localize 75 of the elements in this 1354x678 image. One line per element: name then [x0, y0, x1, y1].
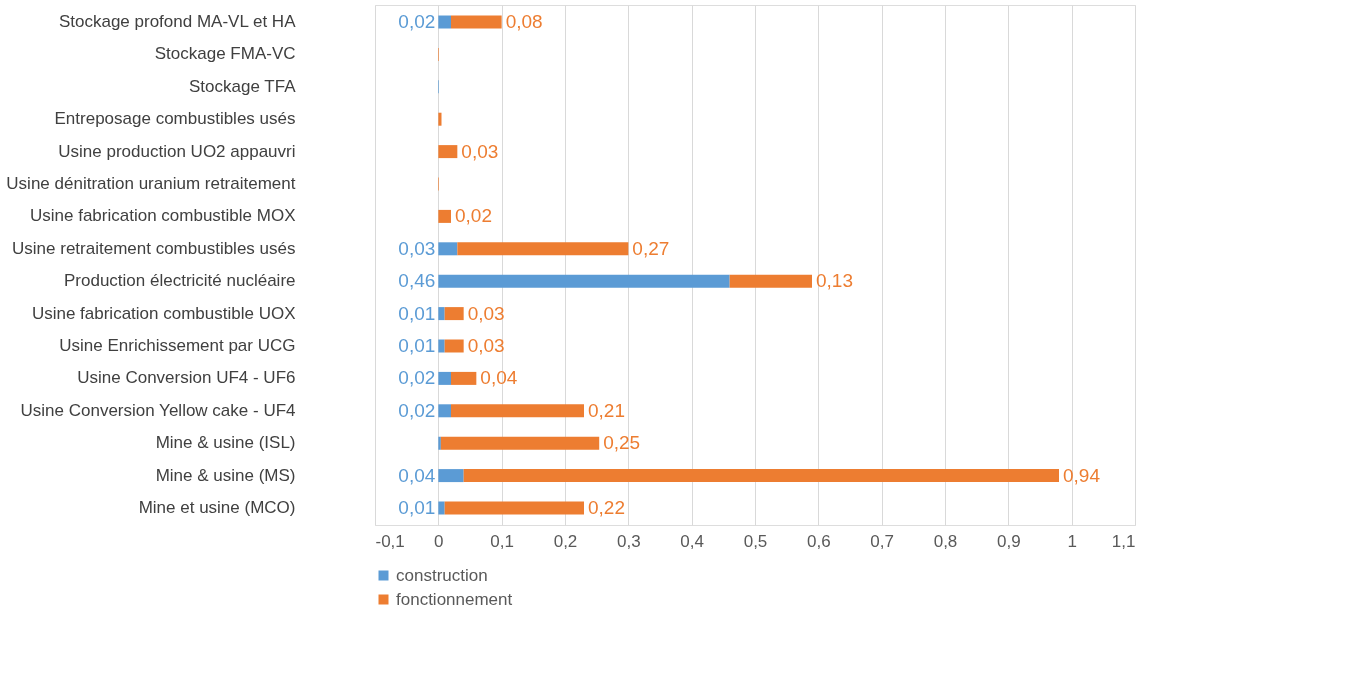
x-tick-label: 0,5: [743, 531, 768, 551]
bar: [438, 209, 451, 223]
bar: [438, 15, 451, 29]
y-tick-label: Stockage profond MA-VL et HA: [58, 12, 297, 32]
bar: [438, 339, 445, 353]
y-tick-label: Stockage FMA-VC: [154, 44, 296, 64]
y-tick-label: Usine Conversion UF4 - UF6: [77, 368, 296, 388]
data-label: 0,01: [398, 496, 436, 518]
bar: [438, 112, 442, 126]
data-label: 0,02: [398, 367, 436, 389]
y-tick-label: Mine & usine (ISL): [155, 433, 296, 453]
data-label: 0,04: [480, 367, 518, 389]
y-tick-label: Usine Conversion Yellow cake - UF4: [20, 400, 296, 420]
data-label: 0,13: [816, 270, 853, 292]
x-tick-label: 0,7: [870, 531, 894, 551]
bar: [729, 274, 812, 288]
data-label: 0,46: [398, 270, 436, 292]
bar: [451, 15, 502, 29]
data-label: 0,25: [603, 432, 641, 454]
data-label: 0,21: [588, 399, 625, 421]
data-label: 0,01: [398, 302, 436, 324]
bar: [440, 436, 600, 450]
data-label: 0,22: [588, 496, 625, 518]
y-tick-label: Usine fabrication combustible UOX: [31, 303, 296, 323]
x-tick-label: 1,1: [1111, 531, 1136, 551]
bar: [438, 145, 458, 159]
bar: [438, 404, 451, 418]
x-tick-label: 0,6: [807, 531, 831, 551]
bar: [451, 371, 477, 385]
x-tick-label: 1: [1067, 531, 1077, 551]
bar: [438, 501, 445, 515]
y-tick-label: Usine production UO2 appauvri: [58, 141, 296, 161]
data-label: 0,27: [632, 237, 670, 259]
bar: [444, 339, 464, 353]
data-label: 0,01: [398, 335, 436, 356]
bar: [444, 501, 584, 515]
data-label: 0,02: [398, 11, 436, 33]
y-tick-label: Usine fabrication combustible MOX: [29, 206, 296, 226]
x-tick-label: 0,9: [997, 531, 1021, 551]
legend-label: construction: [396, 565, 488, 585]
x-tick-label: -0,1: [375, 531, 405, 551]
bar: [438, 469, 464, 483]
data-label: 0,94: [1063, 464, 1101, 486]
bar: [438, 436, 441, 450]
data-label: 0,02: [455, 205, 492, 227]
legend-label: fonctionnement: [396, 589, 513, 609]
bar: [438, 242, 458, 256]
y-tick-label: Mine et usine (MCO): [138, 497, 296, 517]
x-tick-label: 0: [434, 531, 444, 551]
bar: [438, 307, 445, 321]
x-tick-label: 0,2: [553, 531, 578, 551]
data-label: 0,03: [461, 140, 499, 162]
bar: [451, 404, 584, 418]
data-label: 0,08: [505, 11, 543, 33]
y-tick-label: Production électricité nucléaire: [63, 271, 296, 291]
bar: [463, 469, 1059, 483]
bar: [438, 371, 451, 385]
y-tick-label: Entreposage combustibles usés: [54, 109, 296, 129]
bar: [444, 307, 464, 321]
y-tick-label: Usine dénitration uranium retraitement: [6, 174, 296, 193]
data-label: 0,04: [398, 464, 436, 486]
y-tick-label: Usine Enrichissement par UCG: [59, 336, 296, 355]
data-label: 0,03: [467, 335, 505, 356]
x-tick-label: 0,8: [933, 531, 958, 551]
data-label: 0,02: [398, 399, 436, 421]
bar: [457, 242, 629, 256]
x-tick-label: 0,3: [617, 531, 641, 551]
data-label: 0,03: [467, 302, 505, 324]
x-tick-label: 0,4: [680, 531, 704, 551]
y-tick-label: Mine & usine (MS): [155, 465, 296, 485]
y-tick-label: Usine retraitement combustibles usés: [12, 238, 296, 258]
bar: [438, 274, 730, 288]
data-label: 0,03: [398, 237, 436, 259]
y-tick-label: Stockage TFA: [189, 76, 297, 96]
x-tick-label: 0,1: [490, 531, 514, 551]
